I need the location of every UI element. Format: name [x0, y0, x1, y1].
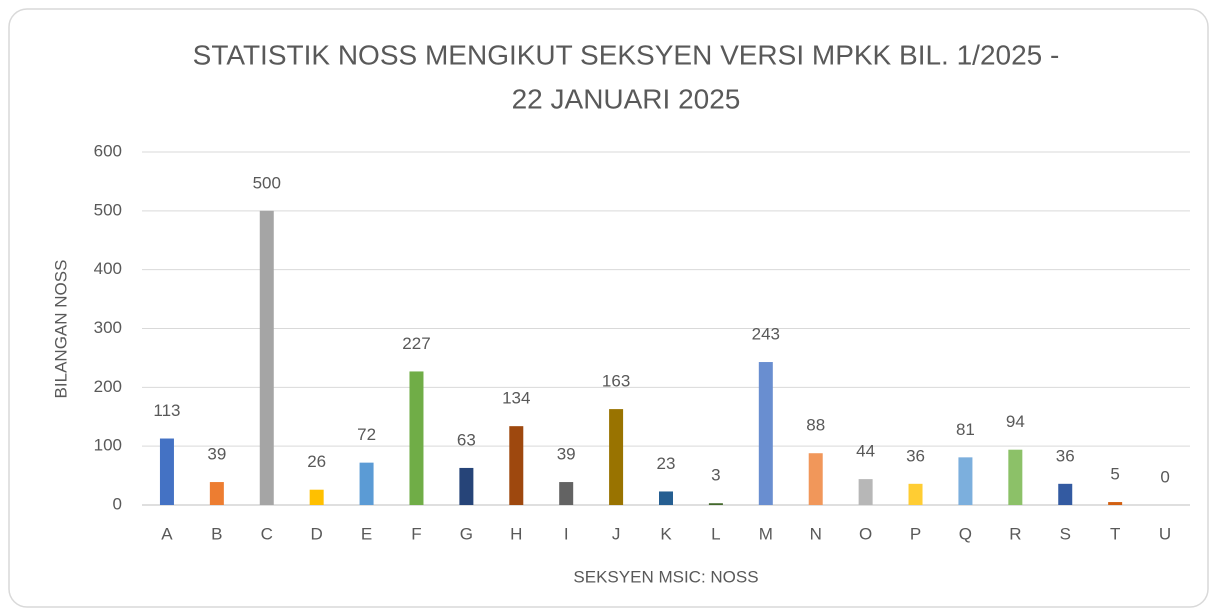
bar	[808, 453, 823, 505]
x-tick-label: H	[510, 524, 522, 543]
value-label: 3	[711, 466, 720, 485]
x-tick-label: J	[612, 524, 621, 543]
x-tick-label: Q	[959, 524, 972, 543]
x-tick-label: U	[1159, 524, 1171, 543]
x-tick-label: L	[711, 524, 720, 543]
x-tick-label: O	[859, 524, 872, 543]
bar	[758, 362, 773, 505]
x-tick-label: F	[411, 524, 421, 543]
x-tick-label: K	[660, 524, 672, 543]
bar	[708, 503, 723, 505]
value-label: 134	[502, 389, 530, 408]
x-tick-label: S	[1060, 524, 1071, 543]
bar	[1108, 502, 1123, 505]
y-tick-label: 500	[94, 200, 122, 219]
value-label: 63	[457, 430, 476, 449]
value-label: 26	[307, 452, 326, 471]
bar	[1008, 449, 1023, 505]
x-tick-label: R	[1009, 524, 1021, 543]
value-label: 39	[207, 445, 226, 464]
x-tick-label: A	[161, 524, 173, 543]
x-tick-label: P	[910, 524, 921, 543]
x-tick-label: C	[261, 524, 273, 543]
bar	[908, 483, 923, 505]
value-label: 94	[1006, 412, 1025, 431]
bar	[858, 479, 873, 505]
y-tick-label: 300	[94, 318, 122, 337]
chart-border	[8, 8, 1209, 608]
value-label: 0	[1160, 467, 1169, 486]
value-label: 163	[602, 372, 630, 391]
x-tick-label: D	[311, 524, 323, 543]
bar	[159, 438, 174, 505]
value-label: 88	[806, 416, 825, 435]
value-label: 36	[906, 446, 925, 465]
y-tick-label: 100	[94, 436, 122, 455]
value-label: 72	[357, 425, 376, 444]
bar	[958, 457, 973, 505]
x-tick-label: E	[361, 524, 372, 543]
bar	[609, 409, 624, 505]
x-tick-label: N	[810, 524, 822, 543]
value-label: 243	[752, 325, 780, 344]
y-tick-label: 0	[113, 494, 122, 513]
bar	[209, 482, 224, 505]
value-label: 39	[557, 445, 576, 464]
x-axis-label: SEKSYEN MSIC: NOSS	[573, 567, 758, 586]
bar	[409, 371, 424, 505]
bar	[359, 462, 374, 505]
bar	[309, 489, 324, 505]
y-tick-label: 200	[94, 377, 122, 396]
value-label: 500	[253, 173, 281, 192]
bar	[509, 426, 524, 505]
y-tick-label: 600	[94, 141, 122, 160]
value-label: 113	[153, 401, 180, 420]
bar	[559, 482, 574, 505]
y-tick-label: 400	[94, 259, 122, 278]
chart-title: STATISTIK NOSS MENGIKUT SEKSYEN VERSI MP…	[193, 39, 1060, 70]
y-axis-label: BILANGAN NOSS	[51, 260, 70, 399]
bar	[259, 210, 274, 506]
bar	[659, 491, 673, 505]
x-tick-label: G	[460, 524, 473, 543]
x-tick-label: B	[211, 524, 222, 543]
value-label: 5	[1110, 465, 1119, 484]
bar	[459, 467, 474, 505]
x-tick-label: M	[759, 524, 773, 543]
x-tick-label: I	[564, 524, 569, 543]
x-tick-label: T	[1110, 524, 1120, 543]
value-label: 227	[402, 334, 430, 353]
value-label: 81	[956, 420, 975, 439]
bar	[1058, 483, 1073, 505]
value-label: 23	[657, 454, 676, 473]
chart-title: 22 JANUARI 2025	[512, 83, 741, 114]
value-label: 36	[1056, 446, 1075, 465]
value-label: 44	[856, 442, 875, 461]
